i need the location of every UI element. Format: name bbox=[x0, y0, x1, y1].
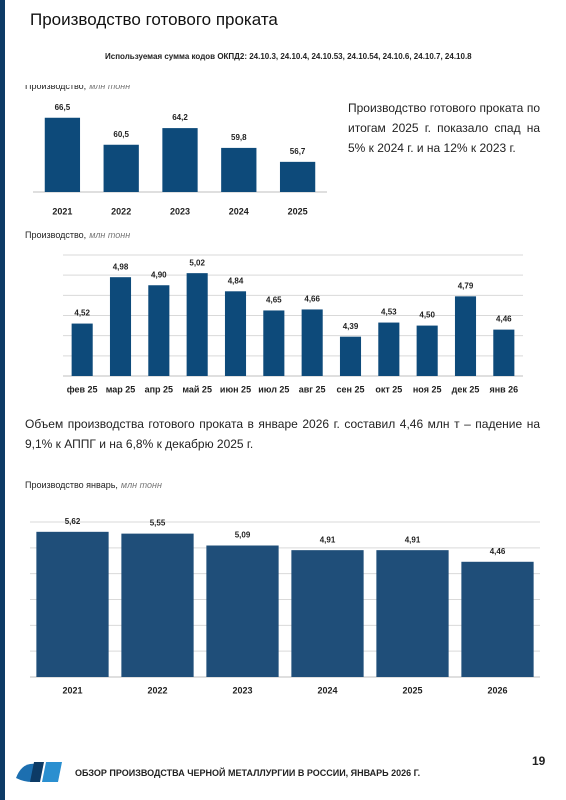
x-tick-label: дек 25 bbox=[452, 384, 480, 394]
bar bbox=[148, 285, 170, 376]
bar bbox=[221, 147, 257, 192]
data-label: 4,66 bbox=[304, 295, 320, 304]
bar bbox=[121, 533, 194, 677]
data-label: 4,46 bbox=[496, 315, 512, 324]
x-tick-label: июн 25 bbox=[220, 384, 251, 394]
data-label: 60,5 bbox=[113, 130, 129, 139]
data-label: 4,53 bbox=[381, 308, 397, 317]
bar bbox=[461, 561, 534, 677]
paragraph: Объем производства готового проката в ян… bbox=[25, 417, 540, 451]
data-label: 4,84 bbox=[228, 276, 244, 285]
x-tick-label: 2021 bbox=[52, 206, 72, 216]
y-axis-unit: млн тонн bbox=[89, 85, 130, 91]
x-tick-label: 2022 bbox=[111, 206, 131, 216]
bar bbox=[224, 291, 247, 376]
x-tick-label: сен 25 bbox=[337, 384, 365, 394]
bar bbox=[103, 144, 139, 192]
y-axis-label-text: Производство, bbox=[25, 230, 86, 240]
bar bbox=[416, 325, 438, 376]
data-label: 4,79 bbox=[458, 281, 474, 290]
bar bbox=[376, 550, 449, 677]
bar bbox=[36, 531, 109, 677]
page-number: 19 bbox=[532, 754, 546, 768]
bar bbox=[44, 117, 81, 192]
x-tick-label: 2024 bbox=[229, 206, 249, 216]
x-tick-label: 2023 bbox=[232, 685, 252, 695]
bar bbox=[71, 323, 93, 376]
data-label: 66,5 bbox=[55, 103, 71, 112]
chart: Производство, млн тонн фев 25 4,52 мар 25 4,9… bbox=[25, 230, 523, 394]
y-axis-label-text: Производство январь, bbox=[25, 480, 118, 490]
data-label: 4,98 bbox=[113, 262, 129, 271]
data-label: 4,65 bbox=[266, 296, 282, 305]
codes: Используемая сумма кодов ОКПД2: 24.10.3,… bbox=[105, 52, 472, 61]
bar bbox=[301, 309, 323, 376]
x-tick-label: апр 25 bbox=[145, 384, 173, 394]
x-tick-label: фев 25 bbox=[67, 384, 98, 394]
data-label: 4,39 bbox=[343, 322, 359, 331]
x-tick-label: 2025 bbox=[402, 685, 422, 695]
data-label: 4,90 bbox=[151, 270, 167, 279]
y-axis-label: Производство январь, млн тонн bbox=[25, 480, 162, 490]
bar bbox=[291, 550, 364, 677]
chart: Производство январь, млн тонн 2021 5,62 2022… bbox=[25, 480, 540, 695]
data-label: 4,46 bbox=[490, 547, 506, 556]
y-axis-label: Производство, млн тонн bbox=[25, 230, 130, 240]
x-tick-label: 2024 bbox=[317, 685, 337, 695]
x-tick-label: 2026 bbox=[487, 685, 507, 695]
y-axis-unit: млн тонн bbox=[89, 230, 130, 240]
x-tick-label: авг 25 bbox=[299, 384, 326, 394]
x-tick-label: 2025 bbox=[288, 206, 308, 216]
bar bbox=[493, 329, 515, 376]
bar bbox=[454, 296, 477, 376]
y-axis-label: Производство, млн тонн bbox=[25, 85, 130, 91]
x-tick-label: 2021 bbox=[62, 685, 82, 695]
y-axis-unit: млн тонн bbox=[121, 480, 162, 490]
x-tick-label: июл 25 bbox=[258, 384, 289, 394]
data-label: 59,8 bbox=[231, 133, 247, 142]
logo bbox=[16, 762, 62, 782]
data-label: 64,2 bbox=[172, 113, 188, 122]
bar bbox=[162, 128, 198, 192]
x-tick-label: 2022 bbox=[147, 685, 167, 695]
data-label: 5,55 bbox=[150, 519, 166, 528]
data-label: 4,91 bbox=[405, 535, 421, 544]
data-label: 5,02 bbox=[189, 258, 205, 267]
bar bbox=[206, 545, 279, 677]
bar bbox=[109, 277, 132, 376]
title: Производство готового проката bbox=[30, 10, 278, 29]
bar bbox=[339, 336, 362, 376]
bar bbox=[378, 322, 400, 376]
side-strip bbox=[0, 0, 5, 800]
data-label: 56,7 bbox=[290, 147, 306, 156]
x-tick-label: янв 26 bbox=[489, 384, 518, 394]
x-tick-label: окт 25 bbox=[375, 384, 402, 394]
data-label: 5,09 bbox=[235, 531, 251, 540]
data-label: 4,91 bbox=[320, 535, 336, 544]
bar bbox=[186, 273, 208, 376]
bar bbox=[263, 310, 285, 376]
x-tick-label: май 25 bbox=[182, 384, 212, 394]
footer-text: ОБЗОР ПРОИЗВОДСТВА ЧЕРНОЙ МЕТАЛЛУРГИИ В … bbox=[75, 768, 421, 778]
y-axis-label-text: Производство, bbox=[25, 85, 86, 91]
paragraph: Производство готового проката по итогам … bbox=[348, 101, 540, 155]
x-tick-label: 2023 bbox=[170, 206, 190, 216]
data-label: 4,52 bbox=[74, 309, 90, 318]
x-tick-label: мар 25 bbox=[106, 384, 136, 394]
data-label: 5,62 bbox=[65, 517, 81, 526]
data-label: 4,50 bbox=[419, 311, 435, 320]
x-tick-label: ноя 25 bbox=[413, 384, 442, 394]
chart: Производство, млн тонн 2021 66,5 2022 60,5 202… bbox=[25, 85, 327, 216]
bar bbox=[279, 161, 316, 192]
